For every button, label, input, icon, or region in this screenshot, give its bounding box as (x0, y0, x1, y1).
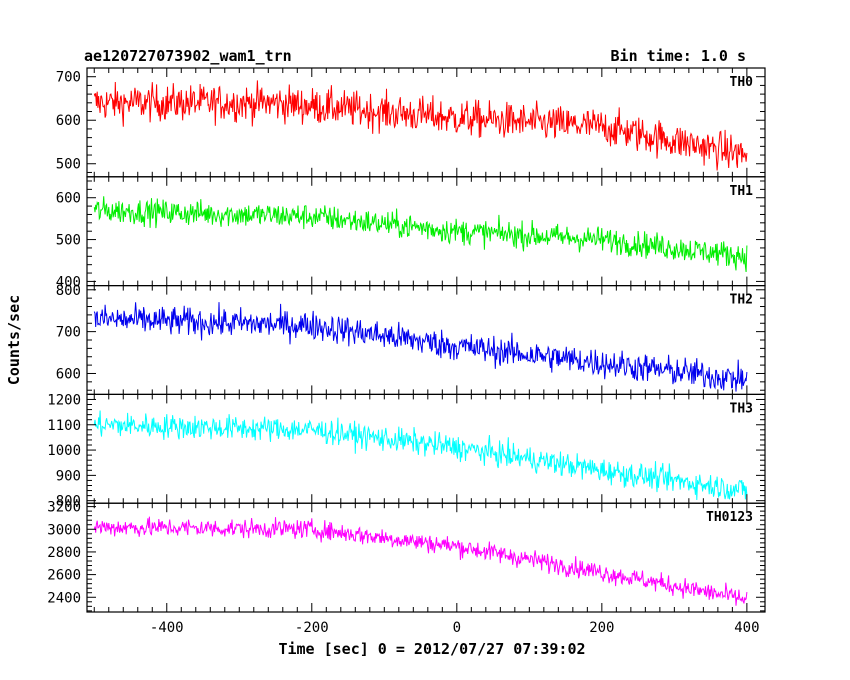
y-tick-label: 500 (56, 233, 81, 249)
panel-label: TH0 (730, 75, 754, 90)
y-tick-label: 2600 (47, 568, 81, 584)
x-tick-label: -200 (295, 620, 329, 636)
y-tick-label: 2800 (47, 545, 81, 561)
y-tick-label: 600 (56, 366, 81, 382)
series-line-th3 (93, 410, 748, 501)
x-axis: -400 -200 0 200 400 (150, 620, 760, 636)
panel-th3: 800 900 1000 1100 1200 TH3 (47, 392, 766, 510)
panel-th2: 600 700 800 TH2 (56, 283, 766, 396)
y-tick-label: 800 (56, 494, 81, 510)
y-tick-label: 1000 (47, 443, 81, 459)
y-axis-label: Counts/sec (5, 295, 23, 385)
panel-th0123: 2400 2600 2800 3000 3200 TH0123 (47, 500, 766, 613)
y-tick-label: 500 (56, 157, 81, 173)
y-tick-label: 700 (56, 70, 81, 86)
x-axis-label: Time [sec] 0 = 2012/07/27 07:39:02 (278, 640, 585, 658)
series-line-th0 (93, 80, 748, 171)
chart-title: ae120727073902_wam1_trn (84, 47, 292, 65)
y-tick-label: 400 (56, 274, 81, 290)
y-tick-label: 2400 (47, 590, 81, 606)
y-tick-label: 600 (56, 191, 81, 207)
series-line-th2 (93, 302, 748, 392)
panel-th1: 400 500 600 TH1 (56, 176, 766, 290)
panel-frame (86, 285, 766, 396)
y-tick-label: 800 (56, 283, 81, 299)
panels: 500 600 700 TH0 400 500 600 TH1 600 700 800 TH2 800 9… (47, 67, 766, 613)
panel-label: TH0123 (706, 510, 753, 525)
y-tick-label: 700 (56, 325, 81, 341)
panel-label: TH1 (730, 184, 754, 199)
x-tick-label: 0 (453, 620, 461, 636)
y-tick-label: 900 (56, 468, 81, 484)
series-line-th1 (93, 196, 748, 273)
y-tick-label: 600 (56, 113, 81, 129)
x-tick-label: 400 (734, 620, 759, 636)
y-tick-label: 3000 (47, 522, 81, 538)
y-tick-label: 1100 (47, 418, 81, 434)
y-tick-label: 3200 (47, 500, 81, 516)
panel-label: TH3 (730, 401, 753, 416)
x-tick-label: 200 (589, 620, 614, 636)
series-line-th0123 (93, 516, 748, 606)
y-tick-label: 1200 (47, 392, 81, 408)
bin-time-label: Bin time: 1.0 s (611, 47, 746, 65)
x-tick-label: -400 (150, 620, 184, 636)
panel-th0: 500 600 700 TH0 (56, 67, 766, 178)
panel-label: TH2 (730, 293, 753, 308)
panel-frame (86, 502, 766, 613)
